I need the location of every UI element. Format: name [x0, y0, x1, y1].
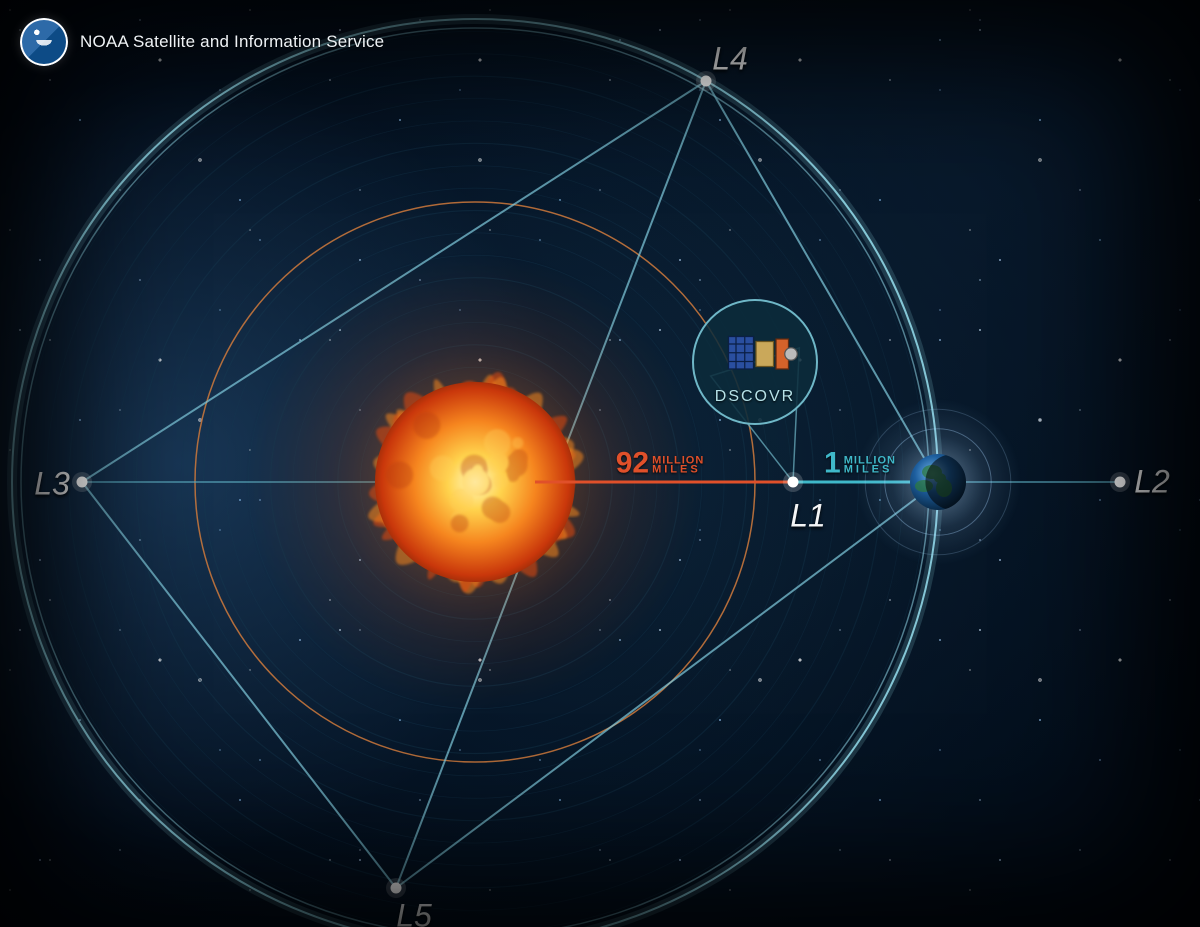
lagrange-diagram: NOAA Satellite and Information Service: [0, 0, 1200, 927]
satellite-icon: [729, 337, 798, 370]
header: NOAA Satellite and Information Service: [20, 18, 384, 66]
satellite-callout: [693, 300, 817, 482]
diagram-svg: [0, 0, 1200, 927]
noaa-logo-icon: [20, 18, 68, 66]
header-title: NOAA Satellite and Information Service: [80, 32, 384, 52]
